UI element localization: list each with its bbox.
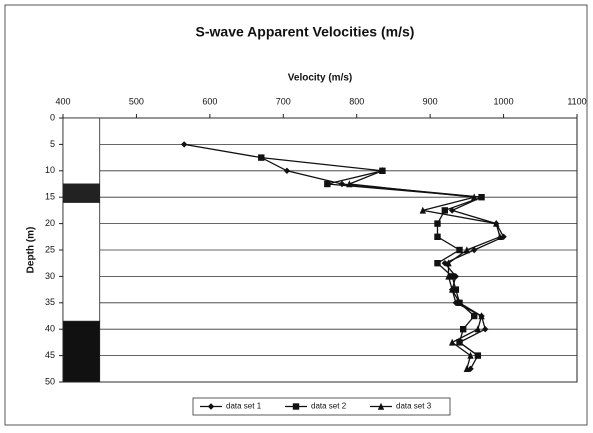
y-tick-label: 10 (45, 165, 55, 175)
x-tick-label: 900 (423, 96, 438, 106)
lithology-layer (62, 183, 101, 203)
marker-square (292, 403, 300, 410)
x-tick-label: 500 (129, 96, 144, 106)
marker-triangle (463, 365, 471, 372)
y-tick-label: 50 (45, 376, 55, 386)
marker-triangle (377, 402, 385, 410)
series-line (184, 143, 505, 370)
marker-square (448, 273, 456, 280)
marker-triangle (496, 233, 504, 240)
marker-triangle (346, 180, 353, 188)
marker-triangle (474, 325, 482, 333)
marker-square (474, 352, 482, 359)
series-line (261, 156, 482, 357)
y-tick-label: 25 (45, 244, 55, 254)
y-tick-label: 0 (50, 112, 55, 122)
marker-triangle (379, 167, 386, 174)
legend-label: data set 2 (311, 402, 347, 411)
lithology-layer (62, 117, 101, 185)
legend-box (192, 397, 451, 416)
y-tick-label: 35 (45, 297, 55, 307)
marker-square (456, 339, 463, 346)
marker-triangle (467, 351, 474, 359)
marker-triangle (448, 285, 456, 293)
marker-triangle (478, 312, 485, 320)
marker-triangle (471, 193, 478, 201)
marker-diamond (471, 246, 478, 254)
marker-diamond (482, 326, 489, 333)
marker-square (324, 180, 331, 188)
marker-triangle (445, 259, 452, 267)
y-tick-label: 5 (50, 139, 55, 149)
lithology-layer (62, 202, 101, 322)
marker-square (434, 233, 441, 240)
y-tick-label: 40 (45, 324, 55, 334)
legend-label: data set 1 (226, 402, 262, 411)
marker-square (434, 220, 441, 227)
lithology-layer (62, 320, 101, 383)
y-tick-label: 45 (45, 350, 55, 360)
marker-square (452, 286, 460, 293)
x-tick-label: 1000 (494, 96, 514, 106)
marker-diamond (207, 403, 215, 410)
series-line (349, 170, 501, 369)
x-tick-label: 400 (55, 96, 70, 106)
marker-square (471, 312, 478, 320)
marker-triangle (456, 299, 463, 306)
chart-title: S-wave Apparent Velocities (m/s) (196, 24, 415, 40)
x-axis-title: Velocity (m/s) (288, 73, 352, 84)
y-tick-label: 20 (45, 218, 55, 228)
marker-square (434, 260, 441, 267)
marker-triangle (419, 206, 426, 214)
marker-diamond (283, 167, 291, 174)
marker-square (258, 154, 265, 161)
legend-label: data set 3 (396, 402, 432, 411)
marker-triangle (493, 219, 500, 227)
y-tick-label: 30 (45, 271, 55, 281)
x-tick-label: 800 (349, 96, 364, 106)
x-tick-label: 700 (276, 96, 291, 106)
marker-triangle (448, 338, 456, 346)
marker-square (459, 326, 467, 333)
marker-square (478, 194, 485, 201)
y-tick-label: 15 (45, 192, 55, 202)
marker-square (441, 207, 449, 214)
x-tick-label: 1100 (567, 96, 586, 106)
y-axis-title: Depth (m) (26, 227, 37, 274)
marker-triangle (445, 272, 452, 280)
x-tick-label: 600 (202, 96, 217, 106)
marker-diamond (180, 141, 188, 148)
marker-triangle (463, 246, 471, 254)
marker-square (456, 246, 463, 254)
